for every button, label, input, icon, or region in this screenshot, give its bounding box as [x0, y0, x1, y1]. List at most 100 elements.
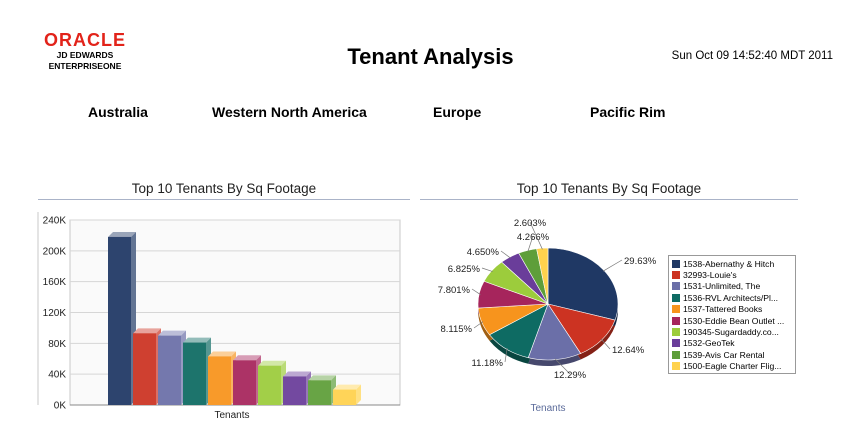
bar-top-face	[258, 360, 286, 366]
legend-label: 32993-Louie's	[683, 270, 737, 281]
legend-swatch	[672, 305, 680, 314]
legend-label: 1532-GeoTek	[683, 338, 735, 349]
y-tick-label: 40K	[48, 370, 66, 381]
bar-top-face	[183, 337, 211, 343]
legend-label: 1500-Eagle Charter Flig...	[683, 361, 782, 372]
legend-label: 1537-Tattered Books	[683, 304, 763, 315]
pie-x-axis-label: Tenants	[530, 403, 565, 414]
region-link-western-north-america[interactable]: Western North America	[212, 104, 367, 120]
bar-top-face	[333, 384, 361, 390]
bar-x-axis-label: Tenants	[214, 410, 249, 421]
pie-data-label: 11.18%	[471, 358, 503, 369]
pie-leader-line	[481, 267, 493, 272]
legend-label: 1530-Eddie Bean Outlet ...	[683, 315, 785, 326]
legend-swatch	[672, 293, 680, 302]
pie-leader-line	[527, 235, 534, 252]
bar-highlight	[283, 376, 306, 405]
pie-data-label: 29.63%	[624, 256, 657, 267]
pie-data-label: 4.650%	[467, 247, 500, 258]
pie-data-label: 2.603%	[514, 218, 547, 229]
legend-item: 1539-Avis Car Rental	[672, 349, 795, 360]
legend-swatch	[672, 328, 680, 337]
logo-brand: ORACLE	[44, 30, 126, 50]
legend-label: 1539-Avis Car Rental	[683, 349, 765, 360]
legend-label: 1536-RVL Architects/Pl...	[683, 292, 779, 303]
bar-chart-title: Top 10 Tenants By Sq Footage	[131, 181, 317, 196]
bar-top-face	[133, 328, 161, 334]
y-tick-label: 160K	[43, 277, 67, 288]
bar-highlight	[233, 360, 256, 405]
bar-1532-geotek	[283, 376, 306, 405]
legend-item: 1538-Abernathy & Hitch	[672, 258, 795, 269]
bar-1538-abernathy-hitch	[108, 236, 131, 405]
bar-top-face	[308, 375, 336, 381]
pie-data-label: 7.801%	[438, 285, 471, 296]
bar-top-face	[283, 371, 311, 377]
y-tick-label: 200K	[43, 246, 67, 257]
bar-highlight	[258, 365, 281, 405]
bar-top-face	[208, 351, 236, 357]
bar-highlight	[183, 342, 206, 405]
logo-line-2: ENTERPRISEONE	[48, 61, 122, 71]
bar-highlight	[308, 380, 331, 405]
bar-1537-tattered-books	[208, 356, 231, 405]
legend-swatch	[672, 350, 680, 359]
pie-leader-line	[473, 321, 484, 329]
pie-chart-title: Top 10 Tenants By Sq Footage	[516, 181, 702, 196]
legend-item: 1531-Unlimited, The	[672, 281, 795, 292]
bar-32993-louie-s	[133, 333, 156, 405]
bar-190345-sugardaddy-co	[258, 365, 281, 405]
pie-data-label: 12.64%	[612, 345, 645, 356]
legend-swatch	[672, 271, 680, 280]
pie-chart-title-rule	[420, 199, 798, 200]
bar-top-face	[108, 231, 136, 237]
bar-1536-rvl-architects-pl	[183, 342, 206, 405]
legend-item: 1500-Eagle Charter Flig...	[672, 361, 795, 372]
bar-1530-eddie-bean-outlet	[233, 360, 256, 405]
bar-highlight	[333, 389, 356, 405]
bar-highlight	[133, 333, 156, 405]
page-title: Tenant Analysis	[347, 44, 514, 69]
bar-chart-title-rule	[38, 199, 410, 200]
legend-item: 1530-Eddie Bean Outlet ...	[672, 315, 795, 326]
bar-1500-eagle-charter-flig	[333, 389, 356, 405]
region-link-pacific-rim[interactable]: Pacific Rim	[590, 104, 666, 120]
pie-leader-line	[602, 259, 623, 272]
legend-swatch	[672, 282, 680, 291]
bar-1531-unlimited-the	[158, 335, 181, 405]
bar-top-face	[158, 330, 186, 336]
pie-leader-line	[500, 250, 511, 259]
region-link-australia[interactable]: Australia	[88, 104, 148, 120]
legend-label: 1531-Unlimited, The	[683, 281, 761, 292]
timestamp: Sun Oct 09 14:52:40 MDT 2011	[671, 50, 833, 62]
pie-data-label: 4.266%	[517, 232, 550, 243]
legend-swatch	[672, 259, 680, 268]
legend-swatch	[672, 362, 680, 371]
legend-item: 190345-Sugardaddy.co...	[672, 326, 795, 337]
legend-label: 190345-Sugardaddy.co...	[683, 327, 779, 338]
y-tick-label: 240K	[43, 216, 67, 227]
pie-legend: 1538-Abernathy & Hitch 32993-Louie's 1531-…	[668, 255, 796, 374]
bar-side-face	[356, 384, 361, 405]
pie-leader-line	[504, 348, 508, 363]
pie-data-label: 6.825%	[448, 264, 481, 275]
legend-item: 1537-Tattered Books	[672, 304, 795, 315]
logo-line-1: JD EDWARDS	[56, 50, 114, 60]
region-link-europe[interactable]: Europe	[433, 104, 482, 120]
y-tick-label: 80K	[48, 339, 66, 350]
legend-item: 32993-Louie's	[672, 269, 795, 280]
legend-swatch	[672, 316, 680, 325]
bar-highlight	[108, 236, 131, 405]
y-tick-label: 120K	[43, 308, 67, 319]
pie-data-label: 8.115%	[440, 324, 472, 335]
bar-top-face	[233, 355, 261, 361]
legend-item: 1532-GeoTek	[672, 338, 795, 349]
legend-label: 1538-Abernathy & Hitch	[683, 258, 775, 269]
pie-leader-line	[529, 221, 543, 250]
bar-highlight	[208, 356, 231, 405]
oracle-logo: ORACLE JD EDWARDS ENTERPRISEONE	[30, 30, 140, 72]
bar-highlight	[158, 335, 181, 405]
pie-data-label: 12.29%	[554, 370, 587, 381]
